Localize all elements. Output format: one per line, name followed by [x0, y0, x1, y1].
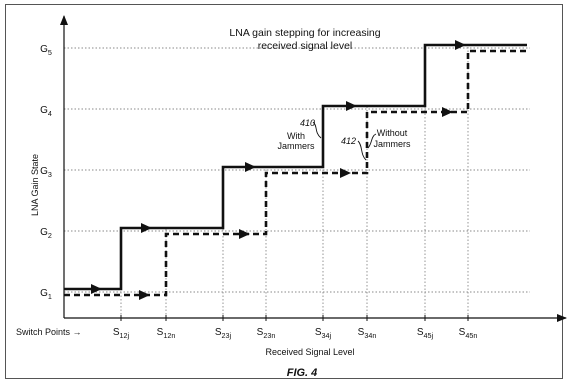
- with-jammers-label-1: With: [287, 131, 305, 141]
- text-layer: G1 G2 G3 G4 G5 LNA Gain State S12j S12n S23j S23n…: [16, 27, 477, 379]
- arrow-without-g2: [239, 229, 250, 239]
- x-tick-label-23j: S23j: [215, 327, 232, 340]
- arrow-without-g3: [340, 168, 351, 178]
- arrow-with-g3: [245, 162, 256, 172]
- ref-412: 412: [341, 136, 356, 146]
- leader-410: [312, 121, 322, 139]
- y-tick-label-g2: G2: [40, 227, 52, 240]
- series-layer: [64, 40, 527, 300]
- leader-412: [357, 140, 367, 161]
- x-tick-label-45j: S45j: [417, 327, 434, 340]
- x-tick-label-12j: S12j: [113, 327, 130, 340]
- figure-label: FIG. 4: [287, 367, 318, 379]
- series-without-jammers: [64, 49, 527, 297]
- arrow-without-g1: [139, 290, 150, 300]
- x-tick-label-12n: S12n: [157, 327, 176, 340]
- arrow-with-g2: [141, 223, 152, 233]
- grid-layer: [64, 44, 530, 318]
- x-tick-label-34j: S34j: [315, 327, 332, 340]
- x-axis-title: Received Signal Level: [265, 347, 354, 357]
- chart-title-line-2: received signal level: [258, 40, 353, 52]
- without-jammers-label-2: Jammers: [373, 139, 411, 149]
- arrow-with-g4: [346, 101, 357, 111]
- chart-title-line-1: LNA gain stepping for increasing: [229, 27, 380, 39]
- arrow-with-g1: [91, 284, 102, 294]
- without-jammers-label-1: Without: [377, 128, 408, 138]
- x-tick-label-34n: S34n: [358, 327, 377, 340]
- y-axis-title: LNA Gain State: [30, 154, 40, 216]
- arrow-without-g4: [442, 107, 453, 117]
- with-jammers-label-2: Jammers: [277, 141, 315, 151]
- series-with-jammers: [64, 43, 527, 291]
- arrow-with-g5: [455, 40, 466, 50]
- figure-frame: [5, 4, 563, 379]
- y-tick-label-g3: G3: [40, 166, 52, 179]
- y-tick-label-g1: G1: [40, 288, 52, 301]
- y-tick-label-g5: G5: [40, 44, 52, 57]
- ref-410: 410: [300, 118, 315, 128]
- x-tick-label-23n: S23n: [257, 327, 276, 340]
- x-tick-label-45n: S45n: [459, 327, 478, 340]
- switch-points-label: Switch Points →: [16, 327, 82, 337]
- y-tick-label-g4: G4: [40, 105, 52, 118]
- leader-without-label: [367, 133, 377, 149]
- axes-layer: [60, 15, 567, 322]
